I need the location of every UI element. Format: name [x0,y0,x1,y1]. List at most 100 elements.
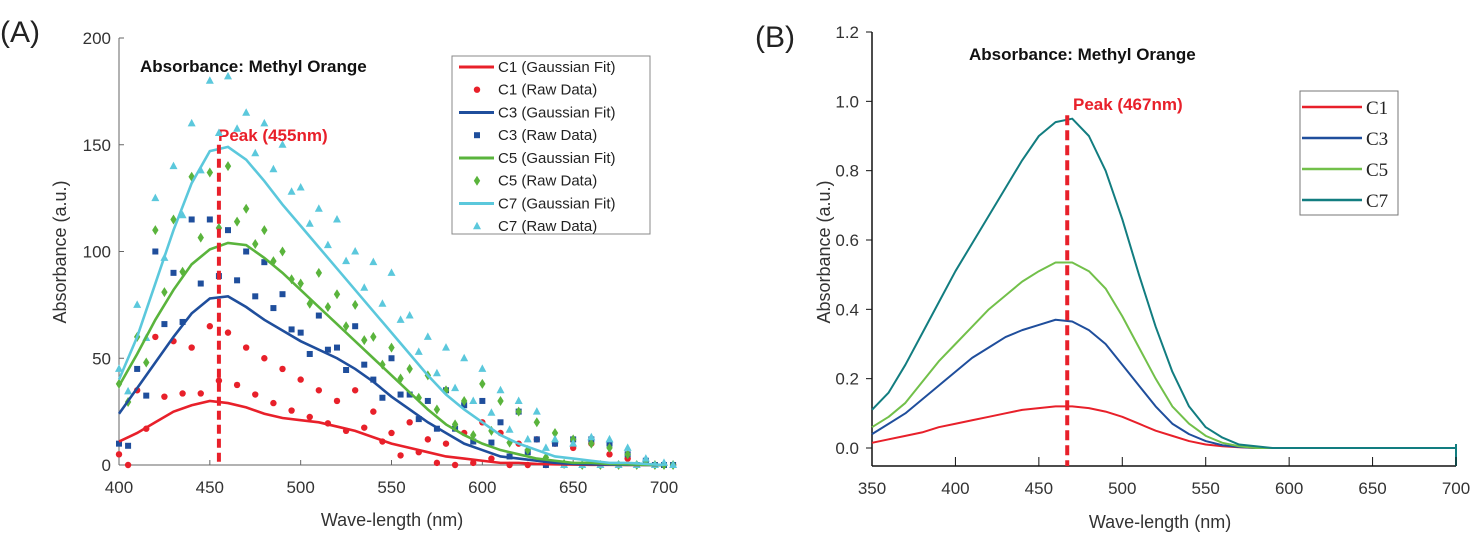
raw-point [143,357,150,368]
raw-point [388,429,395,437]
raw-point [379,394,386,401]
raw-point [242,203,250,214]
raw-point [233,124,242,132]
raw-point [179,318,186,325]
legend-swatch-marker [474,132,480,139]
raw-point [388,342,395,353]
legend-label: C1 (Raw Data) [498,82,597,99]
x-tick-label: 350 [858,479,886,498]
raw-point [197,390,204,397]
raw-point [233,381,241,389]
legend-label: C5 [1366,160,1388,181]
raw-point [333,214,341,223]
x-tick-label: 650 [559,478,587,497]
raw-point [206,323,214,330]
raw-point [361,424,368,431]
raw-point [269,164,278,173]
raw-point [606,442,613,453]
raw-point [270,399,277,407]
raw-point [252,293,259,300]
raw-point [460,395,468,406]
raw-point [125,442,132,449]
raw-point [287,187,296,195]
y-tick-label: 200 [83,29,111,48]
chart-a-peak-label: Peak (455nm) [218,126,328,145]
y-tick-label: 150 [83,136,111,155]
raw-point [552,440,558,447]
x-tick-label: 450 [196,478,224,497]
raw-point [370,408,377,415]
chart-b-plot: 0.0 0.2 0.4 0.6 0.8 1.0 1.2 350 400 450 500 550 600 6… [835,23,1470,498]
raw-point [605,434,614,443]
raw-point [333,289,341,300]
raw-point [252,239,259,250]
chart-a-xlabel: Wave-length (nm) [321,510,463,530]
raw-point [406,419,413,426]
raw-point [342,321,350,332]
raw-data-C3 [116,216,677,468]
raw-point [487,408,496,416]
raw-point [206,216,213,223]
raw-point [569,439,578,447]
raw-point [451,383,460,392]
raw-point [497,419,504,426]
chart-a-title: Absorbance: Methyl Orange [140,57,367,76]
raw-point [624,449,631,460]
fit-line [117,294,664,467]
legend-label: C7 (Raw Data) [498,218,597,235]
raw-point [415,416,422,423]
raw-point [297,329,304,336]
raw-point [251,148,260,157]
raw-point [261,259,268,266]
raw-point [505,425,514,433]
raw-point [669,460,678,468]
y-tick-label: 1.0 [835,92,859,111]
fit-line [117,145,665,467]
chart-b-ylabel: Absorbance (a.u.) [814,180,834,323]
raw-point [361,361,368,368]
x-tick-label: 600 [468,478,496,497]
raw-point [523,434,532,443]
raw-point [470,438,477,445]
raw-point [433,404,441,415]
raw-point [115,364,123,372]
raw-point [623,443,632,451]
raw-point [124,461,132,469]
raw-point [214,128,223,137]
raw-point [124,386,133,395]
raw-point [152,225,159,236]
raw-point [370,331,377,342]
x-tick-label: 700 [650,478,678,497]
raw-point [606,451,613,458]
raw-point [270,305,277,312]
raw-point [351,247,360,255]
y-tick-label: 0.2 [835,370,859,389]
raw-point [215,377,223,384]
raw-point [387,268,396,276]
raw-point [233,216,241,227]
series-line-C5 [871,261,1456,449]
raw-point [188,344,195,351]
panel-label-b: (B) [755,21,795,54]
raw-point [641,454,650,462]
x-tick-label: 450 [1025,479,1053,498]
raw-point [206,167,214,178]
raw-point [333,397,341,405]
raw-point [179,390,186,397]
raw-point [260,118,269,127]
x-tick-label: 500 [1108,479,1136,498]
raw-point [243,248,250,255]
raw-point [288,326,295,333]
series-line-C1 [871,405,1456,449]
raw-point [134,365,141,372]
raw-point [397,391,404,398]
raw-point [297,278,304,289]
raw-point [152,248,159,255]
panel-label-a: (A) [0,16,40,49]
legend-swatch-marker [473,86,481,93]
raw-point [424,397,431,404]
chart-b-peak-label: Peak (467nm) [1073,95,1183,114]
raw-point [423,332,432,340]
raw-point [234,277,241,284]
raw-point [261,225,268,236]
